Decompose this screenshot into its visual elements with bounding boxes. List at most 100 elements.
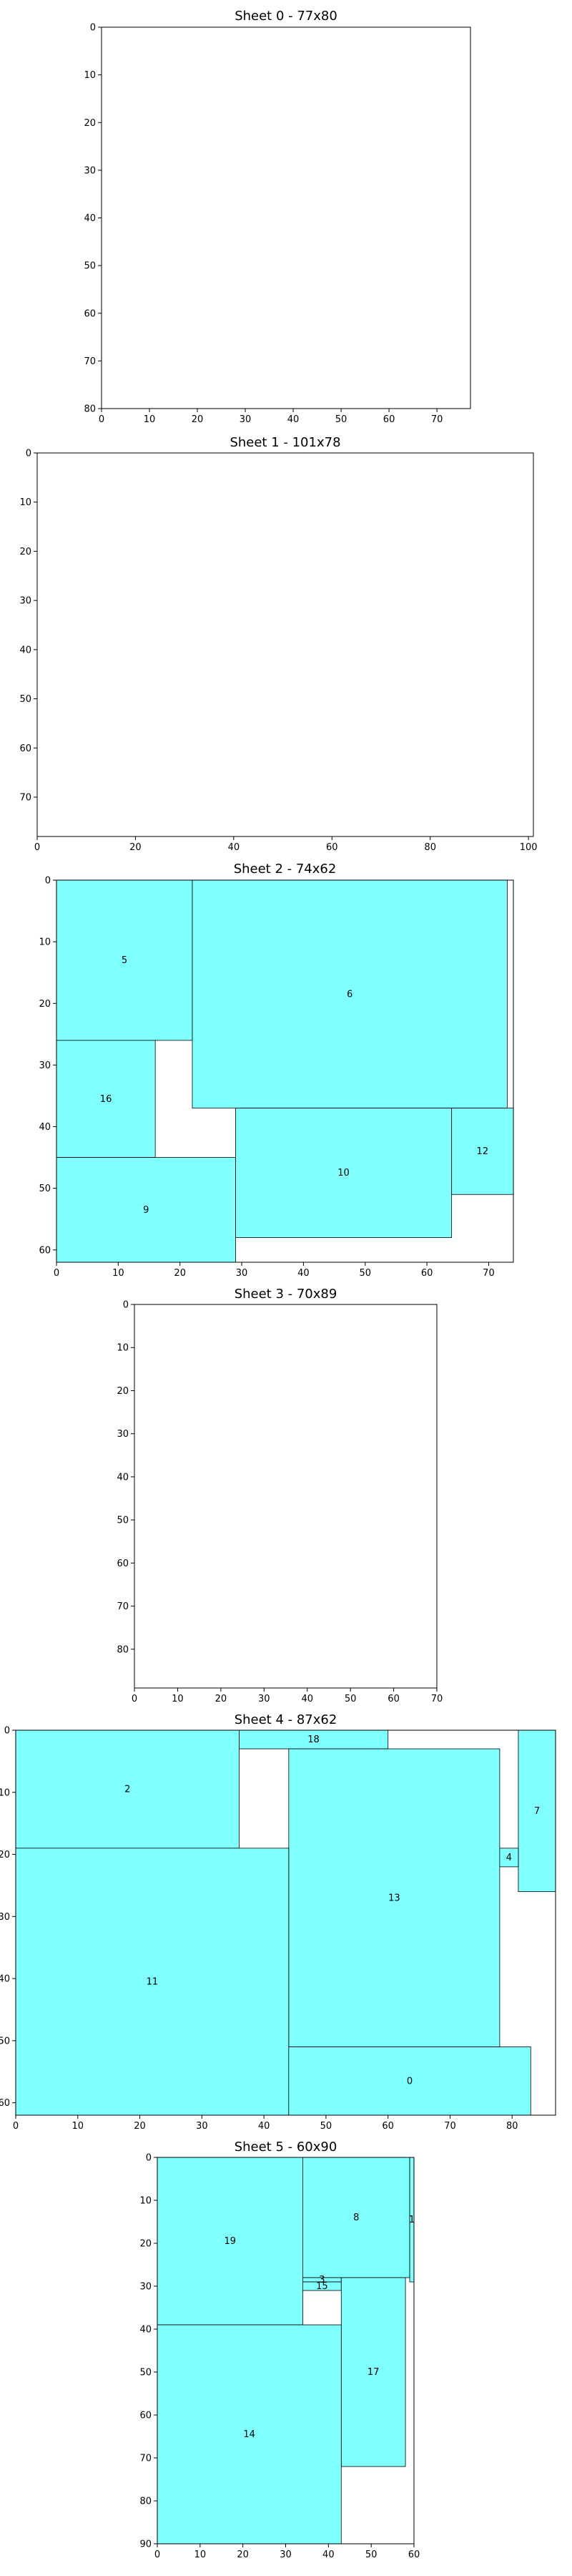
x-tick-label: 50 [335,414,347,425]
part-label: 18 [307,1735,320,1745]
y-tick-label: 40 [139,2325,152,2336]
part-label: 13 [388,1893,400,1903]
y-tick-label: 60 [117,1558,129,1569]
axes-frame [134,1304,438,1689]
part-rect-4 [499,1848,519,1868]
x-tick-label: 70 [431,414,443,425]
y-tick-label: 0 [45,876,51,887]
x-tick-label: 10 [144,414,156,425]
x-tick-label: 40 [301,1694,313,1704]
y-tick-label: 10 [84,70,96,81]
y-tick-label: 30 [139,2282,152,2293]
y-tick-label: 70 [117,1601,129,1612]
x-tick-label: 40 [258,2121,270,2132]
x-tick-label: 10 [72,2121,84,2132]
x-tick-label: 40 [322,2550,335,2560]
y-tick-label: 20 [84,118,96,129]
y-tick-label: 90 [139,2540,152,2550]
x-tick-label: 60 [382,2121,394,2132]
x-tick-label: 40 [287,414,300,425]
part-rect-16 [56,1040,156,1158]
x-tick-label: 30 [196,2121,208,2132]
part-label: 12 [477,1146,489,1157]
part-label: 6 [347,989,352,1000]
y-tick-label: 0 [123,1300,129,1311]
y-tick-label: 10 [117,1343,129,1354]
y-tick-label: 20 [39,999,51,1010]
y-tick-label: 40 [84,213,96,224]
x-tick-label: 80 [424,842,436,853]
y-tick-label: 60 [0,2098,10,2109]
x-tick-label: 20 [134,2121,146,2132]
x-tick-label: 70 [444,2121,456,2132]
x-tick-label: 10 [194,2550,207,2560]
x-tick-label: 30 [236,1268,248,1279]
y-tick-label: 80 [117,1644,129,1655]
part-label: 19 [224,2236,236,2247]
x-tick-label: 60 [383,414,395,425]
sheet-title: Sheet 0 - 77x80 [235,9,337,24]
part-label: 15 [316,2281,328,2292]
part-rect-12 [451,1108,514,1195]
part-rect-10 [235,1108,453,1238]
part-rect-2 [15,1729,240,1849]
x-tick-label: 100 [520,842,538,853]
y-tick-label: 40 [19,645,31,655]
x-tick-label: 0 [99,414,104,425]
x-tick-label: 20 [129,842,142,853]
y-tick-label: 40 [117,1472,129,1483]
y-tick-label: 70 [19,793,31,804]
sheet-panel-0: Sheet 0 - 77x80 0 10 20 30 40 50 60 70 0 10 20 30 40 5… [84,9,471,425]
part-rect-9 [56,1157,236,1263]
part-label: 11 [147,1976,159,1987]
part-label: 16 [100,1094,112,1105]
y-tick-label: 60 [19,743,31,754]
x-tick-label: 60 [388,1694,400,1704]
sheet-panel-1: Sheet 1 - 101x78 0 20 40 60 80 100 0 10 20 30 40 50 6… [19,435,537,853]
y-tick-label: 40 [0,1974,10,1985]
part-label: 10 [337,1168,350,1179]
sheet-title: Sheet 5 - 60x90 [235,2140,337,2155]
sheet-title: Sheet 4 - 87x62 [235,1712,337,1727]
sheet-panel-4: Sheet 4 - 87x62 18 2 13 7 4 11 0 0 10 20 30 40 50 60 70… [0,1712,556,2132]
x-tick-label: 80 [506,2121,518,2132]
part-label: 14 [243,2429,255,2440]
part-rect-6 [192,879,508,1109]
x-tick-label: 60 [408,2550,420,2560]
x-tick-label: 50 [345,1694,357,1704]
axes-frame [36,452,534,837]
x-tick-label: 0 [54,1268,59,1279]
x-tick-label: 10 [112,1268,124,1279]
sheet-panel-3: Sheet 3 - 70x89 0 10 20 30 40 50 60 70 0 10 20 30 40 5… [117,1287,443,1704]
x-tick-label: 30 [240,414,252,425]
y-tick-label: 10 [19,497,31,508]
x-tick-label: 10 [172,1694,184,1704]
axes-frame [101,26,471,409]
y-tick-label: 60 [84,308,96,319]
x-tick-label: 20 [192,414,204,425]
sheet-title: Sheet 1 - 101x78 [230,435,340,450]
x-tick-label: 20 [237,2550,249,2560]
x-tick-label: 0 [132,1694,137,1704]
part-rect-7 [518,1729,556,1893]
y-tick-label: 0 [90,23,96,34]
y-tick-label: 10 [0,1787,10,1798]
y-tick-label: 30 [19,596,31,607]
part-label: 2 [124,1784,130,1795]
x-tick-label: 30 [258,1694,270,1704]
y-tick-label: 30 [84,165,96,176]
y-tick-label: 70 [84,356,96,367]
part-label: 8 [353,2212,359,2223]
sheet-panel-2: Sheet 2 - 74x62 5 6 16 10 12 9 0 10 20 30 40 50 60 70 0… [39,862,514,1279]
x-tick-label: 70 [431,1694,443,1704]
y-tick-label: 20 [0,1850,10,1860]
part-rect-0 [288,2046,531,2116]
part-label: 0 [407,2076,413,2087]
x-tick-label: 60 [421,1268,433,1279]
x-tick-label: 70 [483,1268,495,1279]
x-tick-label: 60 [326,842,338,853]
part-label: 3 [319,2275,325,2285]
x-tick-label: 30 [280,2550,292,2560]
sheet-panel-5: Sheet 5 - 60x90 19 8 1 315 17 14 0 10 20 30 40 50 60 0… [139,2140,420,2560]
